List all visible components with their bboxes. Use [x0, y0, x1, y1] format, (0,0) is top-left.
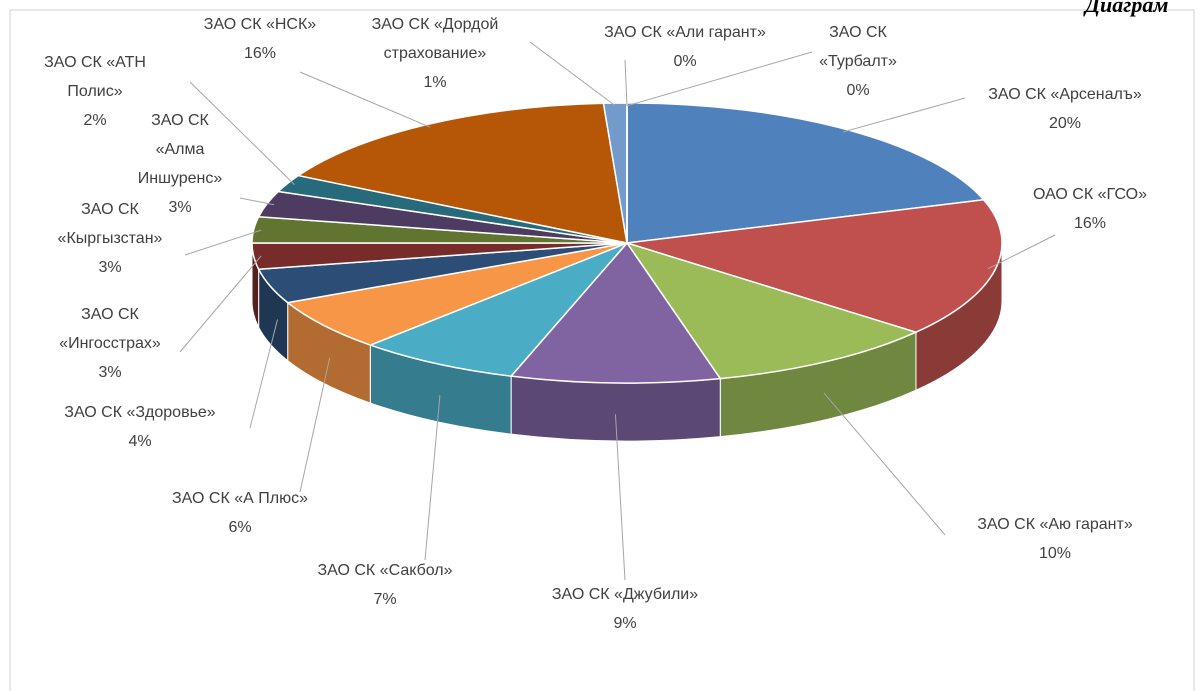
data-label: ЗАО СК «Али гарант» 0%	[575, 18, 795, 76]
category-label: ЗАО СК «Турбалт»	[819, 24, 897, 70]
data-label: ЗАО СК «НСК» 16%	[175, 10, 345, 68]
data-label: ЗАО СК «Ингосстрах» 3%	[40, 300, 180, 387]
leader-line	[823, 392, 946, 536]
category-label: ОАО СК «ГСО»	[1032, 186, 1147, 203]
category-label: ЗАО СК «АТН Полис»	[44, 54, 146, 100]
category-label: ЗАО СК «Алма Иншуренс»	[137, 112, 223, 187]
value-label: 7%	[373, 591, 397, 608]
slice	[285, 242, 628, 346]
value-label: 4%	[128, 433, 152, 450]
data-label: ЗАО СК «Здоровье» 4%	[30, 398, 250, 456]
category-label: ЗАО СК «НСК»	[203, 16, 317, 33]
leader-line	[299, 71, 431, 128]
value-label: 1%	[423, 74, 447, 91]
value-label: 6%	[228, 519, 252, 536]
data-label: ОАО СК «ГСО» 16%	[1005, 180, 1175, 238]
category-label: ЗАО СК «Кыргызстан»	[57, 201, 163, 247]
data-label: ЗАО СК «АТН Полис» 2%	[20, 48, 170, 135]
tops	[251, 102, 1003, 384]
chart-frame	[9, 9, 1195, 691]
leader-line	[249, 319, 278, 429]
data-label: ЗАО СК «Кыргызстан» 3%	[35, 195, 185, 282]
leader-line	[626, 51, 813, 107]
category-label: ЗАО СК «Сакбол»	[317, 562, 453, 579]
data-label: ЗАО СК «Аю гарант» 10%	[940, 510, 1170, 568]
data-label: ЗАО СК «Арсеналъ» 20%	[965, 80, 1165, 138]
category-label: ЗАО СК «Джубили»	[551, 586, 699, 603]
value-label: 16%	[243, 45, 277, 62]
leader-line	[529, 41, 616, 107]
slice	[626, 102, 986, 244]
leader-line	[179, 255, 262, 353]
category-label: ЗАО СК «Дордой страхование»	[371, 16, 499, 62]
leaders	[179, 41, 1056, 581]
slice	[625, 241, 919, 380]
slice	[509, 241, 722, 384]
value-label: 9%	[613, 615, 637, 632]
category-label: ЗАО СК «А Плюс»	[172, 490, 308, 507]
value-label: 20%	[1048, 115, 1082, 132]
category-label: ЗАО СК «Арсеналъ»	[988, 86, 1142, 103]
value-label: 16%	[1073, 215, 1107, 232]
category-label: ЗАО СК «Али гарант»	[604, 24, 766, 41]
data-label: ЗАО СК «Дордой страхование» 1%	[350, 10, 520, 97]
data-label: ЗАО СК «А Плюс» 6%	[140, 484, 340, 542]
category-label: ЗАО СК «Ингосстрах»	[59, 306, 161, 352]
slice	[368, 242, 628, 377]
leader-line	[842, 97, 966, 133]
value-label: 10%	[1038, 545, 1072, 562]
category-label: ЗАО СК «Здоровье»	[64, 404, 216, 421]
category-label: ЗАО СК «Аю гарант»	[977, 516, 1133, 533]
slice	[626, 198, 1003, 334]
leader-line	[239, 197, 275, 206]
value-label: 2%	[83, 112, 107, 129]
data-label: ЗАО СК «Сакбол» 7%	[285, 556, 485, 614]
value-label: 0%	[846, 82, 870, 99]
data-label: ЗАО СК «Джубили» 9%	[515, 580, 735, 638]
value-label: 3%	[168, 199, 192, 216]
value-label: 3%	[98, 259, 122, 276]
slice-side	[510, 375, 721, 442]
value-label: 0%	[673, 53, 697, 70]
walls	[251, 242, 1003, 442]
slice	[296, 102, 628, 244]
data-label: ЗАО СК «Алма Иншуренс» 3%	[130, 106, 230, 222]
value-label: 3%	[98, 364, 122, 381]
leader-line	[189, 81, 295, 185]
chart-title: Диаграм	[1085, 0, 1169, 17]
leader-line	[624, 59, 628, 106]
leader-line	[614, 414, 626, 581]
leader-line	[184, 229, 262, 256]
data-label: ЗАО СК «Турбалт» 0%	[803, 18, 913, 105]
leader-line	[424, 395, 441, 561]
leader-line	[299, 357, 331, 493]
leader-line	[987, 234, 1056, 270]
